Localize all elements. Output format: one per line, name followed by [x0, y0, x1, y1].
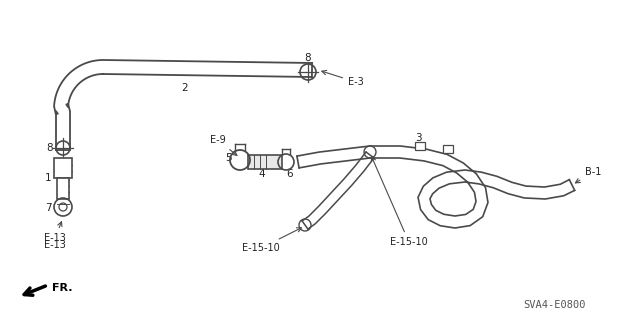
Text: FR.: FR. — [52, 283, 72, 293]
FancyBboxPatch shape — [57, 178, 69, 199]
Text: 7: 7 — [45, 203, 51, 213]
Text: 8: 8 — [47, 143, 53, 153]
Text: SVA4-E0800: SVA4-E0800 — [524, 300, 586, 310]
Text: E-13: E-13 — [44, 222, 66, 243]
Text: 2: 2 — [182, 83, 188, 93]
Text: 5: 5 — [225, 153, 231, 163]
Text: 3: 3 — [415, 133, 421, 143]
FancyBboxPatch shape — [54, 158, 72, 178]
FancyBboxPatch shape — [248, 155, 282, 169]
Text: 4: 4 — [259, 169, 266, 179]
FancyBboxPatch shape — [443, 145, 453, 153]
Text: B-1: B-1 — [575, 167, 602, 183]
Text: 1: 1 — [45, 173, 51, 183]
Text: E-3: E-3 — [322, 70, 364, 87]
Text: E-15-10: E-15-10 — [243, 228, 301, 253]
Text: 8: 8 — [305, 53, 311, 63]
FancyBboxPatch shape — [415, 142, 425, 150]
Text: 6: 6 — [287, 169, 293, 179]
Text: E-9: E-9 — [211, 135, 237, 155]
Text: E-13: E-13 — [44, 240, 66, 250]
Text: E-15-10: E-15-10 — [371, 157, 428, 247]
